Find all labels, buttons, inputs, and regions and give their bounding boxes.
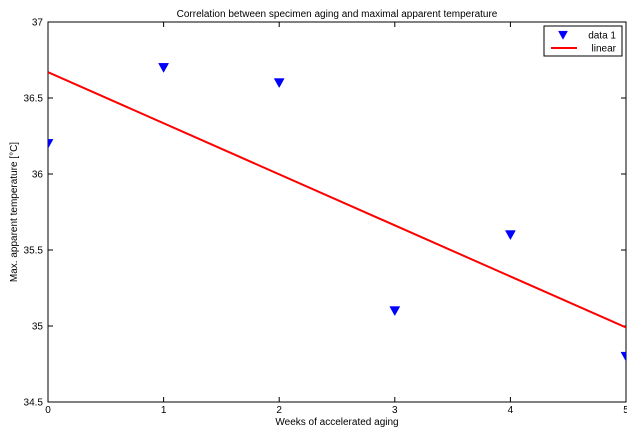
y-tick-label: 35 [32,322,44,333]
y-tick-label: 37 [32,18,44,29]
series-line-linear [48,71,626,329]
data-point [273,78,285,89]
series-group [48,63,626,362]
x-axis-label: Weeks of accelerated aging [275,417,398,427]
plot-group: 0 1 2 3 4 5 34.5 35 35.5 36 36.5 37 Correlation betw… [9,9,627,427]
plot-area [48,22,626,402]
legend-box [543,25,623,57]
legend-label-linear: linear [592,44,617,55]
legend-marker-data-1 [558,30,568,40]
x-tick-label: 4 [508,405,514,416]
legend-label-data-1: data 1 [588,31,616,42]
data-point [48,139,54,149]
x-tick-label: 5 [623,405,627,416]
data-point [504,230,516,241]
y-tick-label: 36 [32,170,44,181]
data-point [620,351,626,362]
y-tick-label: 36.5 [24,94,44,105]
chart-title: Correlation between specimen aging and m… [177,9,498,20]
x-tick-label: 0 [45,405,51,416]
y-tick-label: 35.5 [24,246,44,257]
y-tick-label: 34.5 [24,398,44,409]
x-tick-label: 2 [276,405,282,416]
x-tick-label: 1 [161,405,167,416]
data-point [389,306,401,317]
x-tick-label: 3 [392,405,398,416]
data-point [158,63,170,73]
axes-frame [47,21,627,403]
y-axis-label: Max. apparent temperature [°C] [9,142,20,282]
